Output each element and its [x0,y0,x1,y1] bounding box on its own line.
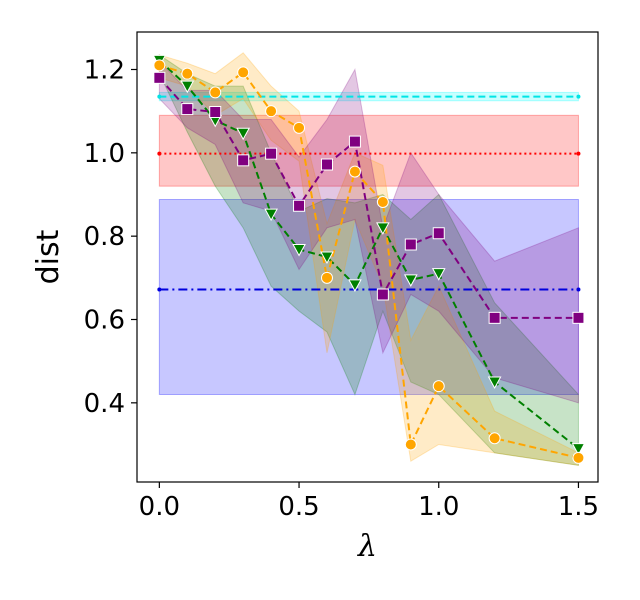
series-1-point-8 [348,279,362,292]
baseline-3-endpoint-2 [576,94,581,99]
baseline-band-1 [158,199,579,395]
series-3-point-1 [153,71,166,84]
y-tick-label-4: 1.0 [84,139,125,169]
series-3-band [158,59,579,404]
series-1-point-2 [180,80,195,94]
series-2-point-11 [432,380,445,393]
x-axis-label: λ [357,529,377,564]
series-2-point-3 [209,86,222,99]
series-2-point-6 [293,121,306,134]
series-3-point-4 [237,154,250,167]
series-3-point-13 [572,311,585,324]
y-tick-label-5: 1.2 [84,56,125,86]
series-3-point-11 [432,227,445,240]
x-tick-label-1: 0.0 [139,492,180,522]
baseline-3-endpoint-1 [157,94,162,99]
series-3-point-2 [181,103,194,116]
series-3-point-8 [348,135,361,148]
x-tick-label-3: 1.0 [418,492,459,522]
series-3-point-3 [209,106,222,118]
series-3-point-10 [404,238,417,251]
series-2-point-12 [488,432,501,445]
series-1-point-13 [571,443,586,456]
y-axis-label: dist [31,229,66,284]
x-tick-label-2: 0.5 [278,492,319,522]
series-3-point-9 [376,288,389,301]
series-2-point-2 [181,67,194,80]
baseline-1-endpoint-1 [157,287,162,292]
series-2-point-5 [265,105,278,118]
y-tick-label-1: 0.4 [84,389,125,419]
series-3-point-5 [265,147,278,160]
series-1-point-6 [292,244,306,257]
bands-layer [158,52,579,466]
series-1-point-5 [264,208,278,222]
series-1-point-11 [431,268,446,281]
series-1-point-4 [236,127,251,141]
x-tick-label-4: 1.5 [558,492,599,522]
plot-frame [136,31,599,483]
series-2-point-4 [237,66,250,79]
series-2-point-8 [348,165,361,178]
series-1-point-10 [403,274,418,287]
y-tick-label-2: 0.6 [84,306,125,336]
series-2-point-10 [404,438,417,451]
markers-layer [152,54,586,464]
series-1-point-12 [487,376,502,390]
baseline-2-endpoint-2 [576,151,581,156]
series-1-point-7 [320,251,334,265]
baseline-band-2 [158,114,579,187]
series-1-point-9 [376,222,390,235]
baseline-1-endpoint-2 [576,287,581,292]
series-3-point-12 [488,311,501,324]
baseline-2-endpoint-1 [157,151,162,156]
series-2-point-1 [153,59,166,72]
series-3-point-7 [320,158,333,171]
series-3-point-6 [293,199,306,212]
ticks-layer: 0.0 0.5 1.0 1.5 0.4 0.6 0.8 1.0 1.2 [84,56,599,523]
series-2-point-7 [320,271,333,284]
series-2-band [158,52,579,466]
series-2-point-13 [572,451,585,464]
y-tick-label-3: 0.8 [84,222,125,252]
series-1-band [158,53,579,466]
series-2-point-9 [376,196,389,208]
